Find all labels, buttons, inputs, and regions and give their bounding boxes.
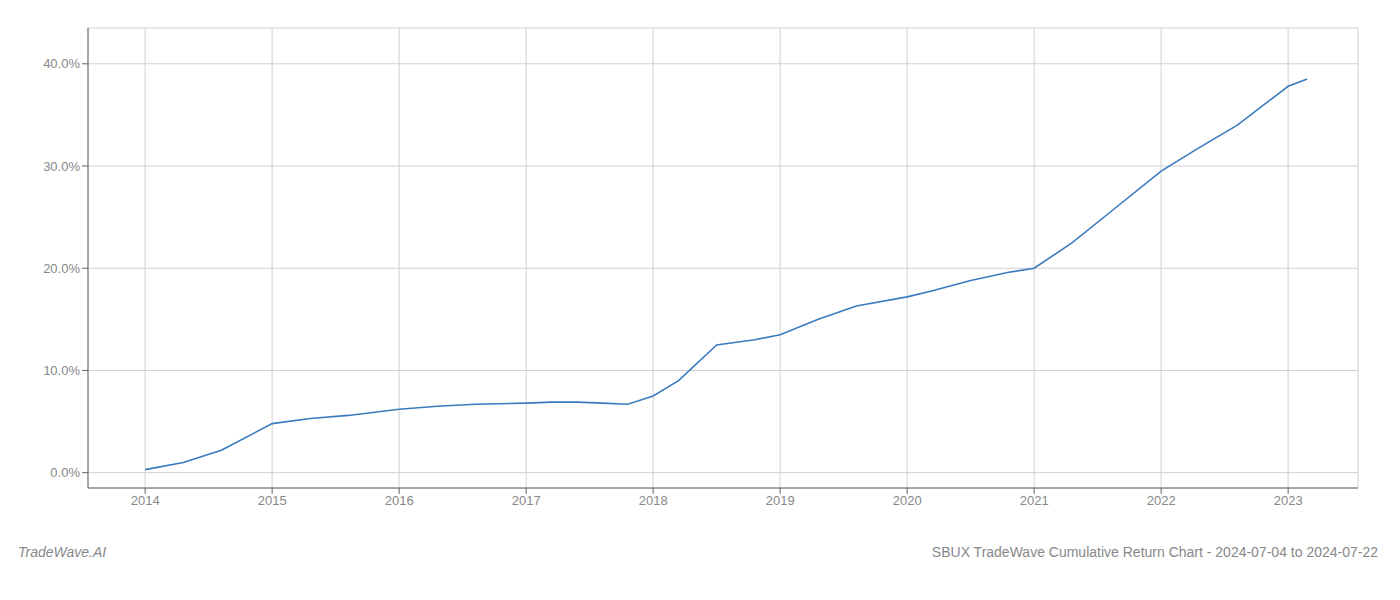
svg-text:10.0%: 10.0% bbox=[43, 363, 80, 378]
svg-text:20.0%: 20.0% bbox=[43, 261, 80, 276]
svg-text:2014: 2014 bbox=[131, 493, 160, 508]
svg-text:30.0%: 30.0% bbox=[43, 159, 80, 174]
svg-text:2023: 2023 bbox=[1274, 493, 1303, 508]
svg-text:2020: 2020 bbox=[893, 493, 922, 508]
svg-text:2021: 2021 bbox=[1020, 493, 1049, 508]
svg-text:0.0%: 0.0% bbox=[50, 465, 80, 480]
svg-text:2018: 2018 bbox=[639, 493, 668, 508]
svg-text:2015: 2015 bbox=[258, 493, 287, 508]
svg-text:2016: 2016 bbox=[385, 493, 414, 508]
svg-text:2017: 2017 bbox=[512, 493, 541, 508]
html-text:TradeWave.AI: TradeWave.AI bbox=[18, 544, 107, 560]
html-text:SBUX TradeWave Cumulative Retu: SBUX TradeWave Cumulative Return Chart -… bbox=[931, 544, 1378, 560]
svg-text:40.0%: 40.0% bbox=[43, 56, 80, 71]
svg-text:2019: 2019 bbox=[766, 493, 795, 508]
svg-text:2022: 2022 bbox=[1147, 493, 1176, 508]
